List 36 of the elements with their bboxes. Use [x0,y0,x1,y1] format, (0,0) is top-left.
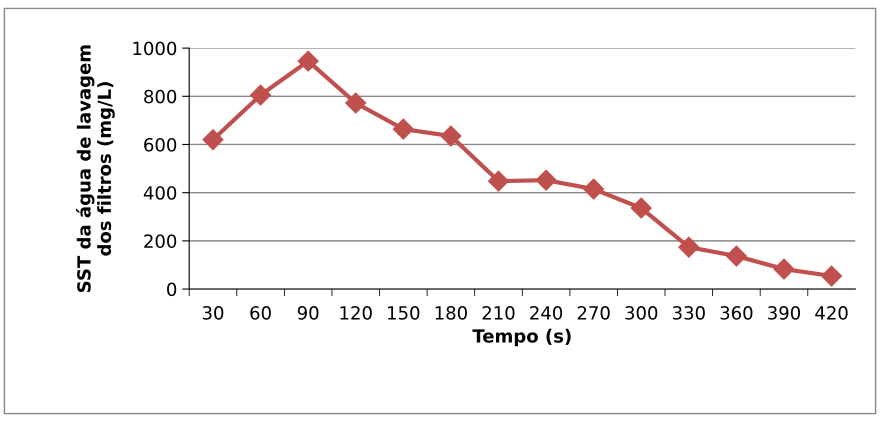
point [250,84,272,106]
point [678,236,700,258]
x-tick-label: 150 [388,306,420,320]
y-axis-title: SST da água de lavagem dos filtros (mg/L) [76,45,115,292]
point [202,129,224,150]
x-tick-label: 420 [815,306,848,320]
x-tick-label: 330 [672,306,705,320]
point [583,178,604,200]
point [630,198,652,219]
x-tick-label: 120 [340,306,372,320]
y-tick-label: 400 [144,186,176,200]
point [392,118,414,140]
x-tick-label: 360 [720,306,752,320]
x-tick-label: 390 [768,306,800,320]
x-tick-label: 210 [482,306,515,320]
point [488,170,510,192]
point [773,258,794,280]
point [821,266,842,287]
x-tick-label: 270 [578,306,610,320]
x-tick-label: 180 [436,306,467,320]
y-tick-label: 800 [144,90,176,104]
x-tick-label: 30 [202,306,224,320]
x-tick-label: 240 [530,306,562,320]
point [726,246,747,267]
y-tick-label: 600 [144,138,176,152]
x-tick-label: 90 [298,306,318,320]
y-tick-label: 0 [167,282,176,296]
point [440,126,462,147]
point [345,92,366,114]
y-tick-label: 1000 [133,42,176,56]
point [536,170,557,191]
x-tick-label: 60 [250,306,271,320]
x-axis-title: Tempo (s) [472,328,571,346]
y-tick-label: 200 [144,234,176,248]
point [298,50,319,72]
x-tick-label: 300 [625,306,658,320]
